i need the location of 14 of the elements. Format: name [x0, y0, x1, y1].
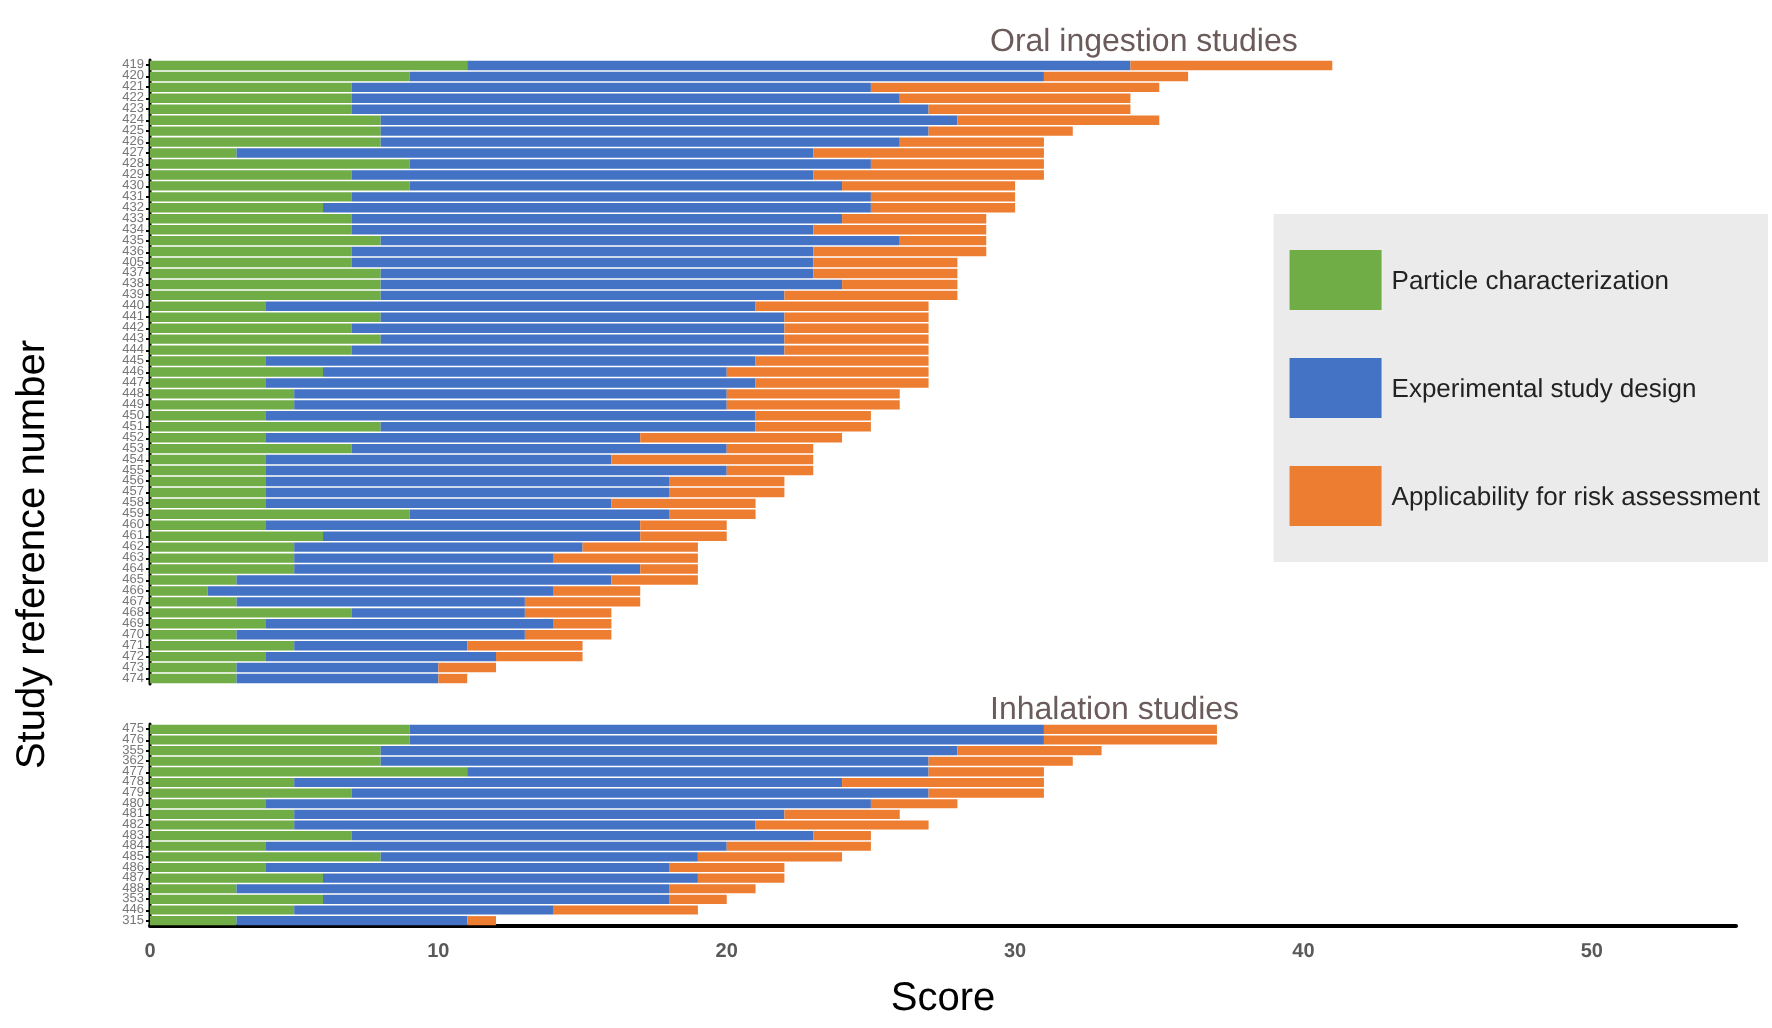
legend-label: Particle characterization [1391, 265, 1670, 295]
x-tick-label: 50 [1580, 941, 1604, 963]
x-tick-label: 30 [1003, 941, 1028, 963]
legend-label: Experimental study design [1391, 373, 1697, 403]
x-tick-label: 0 [144, 941, 157, 963]
x-tick-label: 20 [715, 941, 739, 963]
chart-title: Inhalation studies [990, 693, 1240, 727]
x-tick-label: 10 [427, 941, 451, 963]
y-axis-title: Study reference number [10, 339, 54, 770]
bar [467, 916, 497, 926]
legend-label: Applicability for risk assessment [1391, 481, 1761, 511]
x-axis-title: Score [890, 976, 996, 1020]
chart-title: Oral ingestion studies [990, 25, 1298, 59]
x-tick-label: 40 [1292, 941, 1316, 963]
